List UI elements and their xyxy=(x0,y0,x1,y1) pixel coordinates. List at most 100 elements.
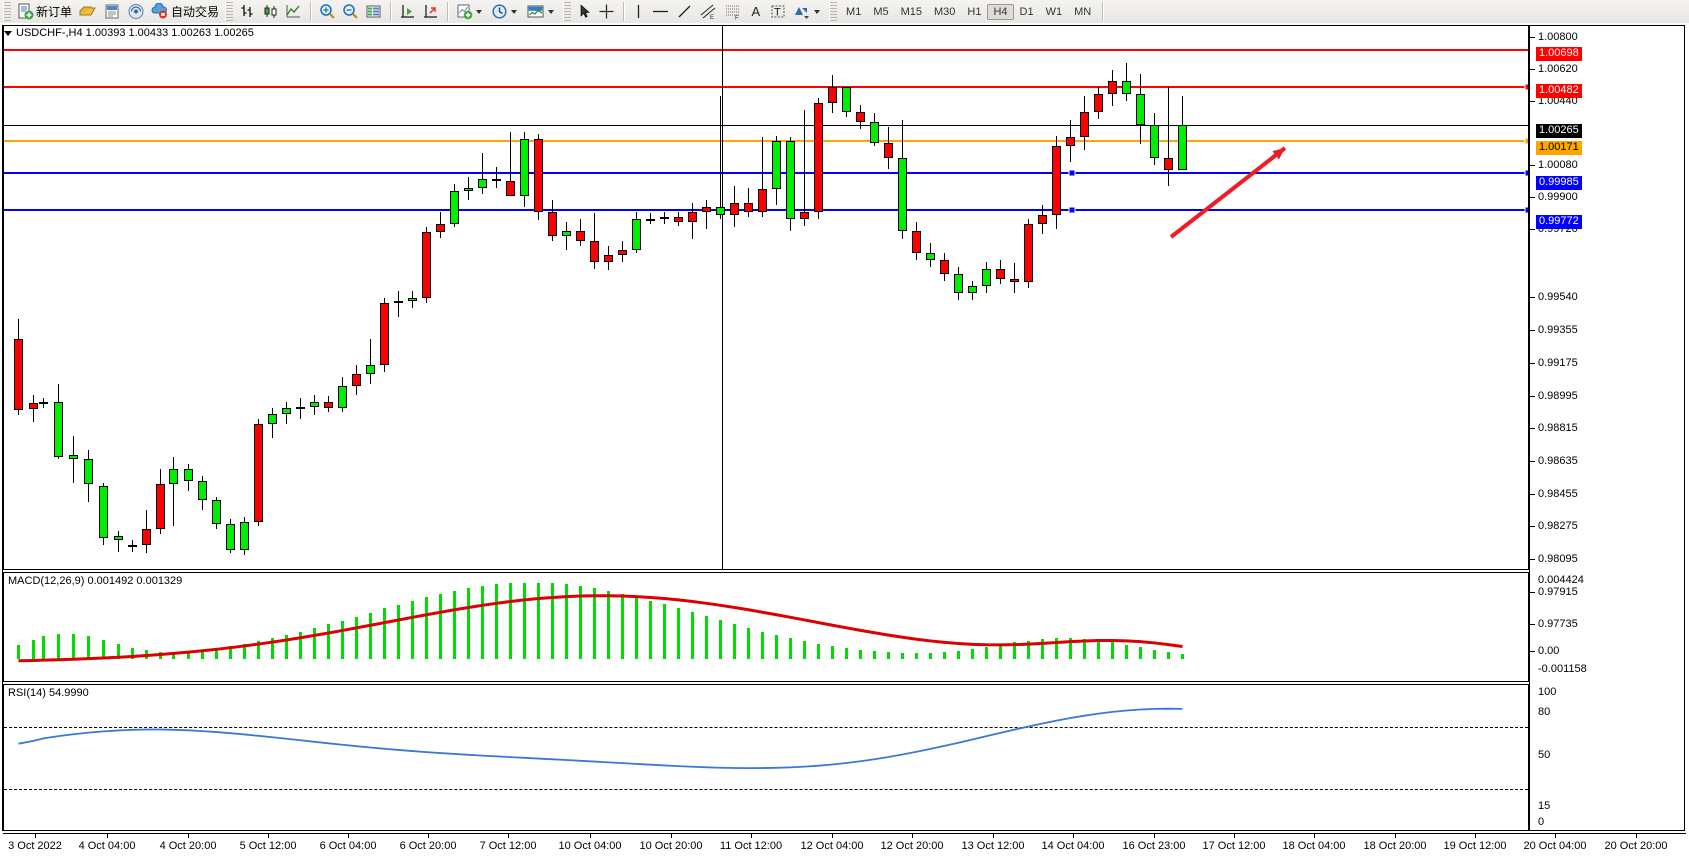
toolbar-grip-4[interactable] xyxy=(829,2,838,21)
periods-button[interactable] xyxy=(488,1,523,22)
horizontal-line-button[interactable] xyxy=(648,1,673,22)
candlestick[interactable] xyxy=(618,249,627,255)
timeframe-h4[interactable]: H4 xyxy=(987,3,1014,20)
candlestick[interactable] xyxy=(898,158,907,231)
candlestick[interactable] xyxy=(1010,279,1019,283)
candlestick[interactable] xyxy=(39,402,48,405)
candlestick[interactable] xyxy=(1080,111,1089,138)
zoom-in-button[interactable] xyxy=(316,1,339,22)
candlestick[interactable] xyxy=(394,301,403,304)
trendline-button[interactable] xyxy=(673,1,696,22)
level-anchor-support-2b[interactable] xyxy=(1068,206,1076,214)
candlestick[interactable] xyxy=(352,373,361,387)
level-anchor-support-1[interactable] xyxy=(1524,169,1528,177)
level-line-pivot[interactable] xyxy=(4,139,1528,142)
candlestick[interactable] xyxy=(338,386,347,409)
chart-shift-button[interactable] xyxy=(419,1,442,22)
candlestick[interactable] xyxy=(758,189,767,212)
candlestick[interactable] xyxy=(1052,146,1061,216)
timeframe-w1[interactable]: W1 xyxy=(1045,5,1063,18)
candlestick[interactable] xyxy=(240,522,249,550)
periods-dropdown-caret[interactable] xyxy=(511,9,518,14)
rsi-pane[interactable]: RSI(14) 54.9990 xyxy=(3,684,1529,831)
timeframe-h1[interactable]: H1 xyxy=(967,5,982,18)
bar-chart-button[interactable] xyxy=(236,1,259,22)
candlestick[interactable] xyxy=(590,241,599,262)
text-object-button[interactable]: T xyxy=(767,1,789,22)
zoom-out-button[interactable] xyxy=(339,1,362,22)
candlestick[interactable] xyxy=(310,401,319,407)
level-line-current-price[interactable] xyxy=(4,124,1528,126)
resistance-lower-badge[interactable]: 1.00482 xyxy=(1536,84,1582,98)
candlestick[interactable] xyxy=(478,178,487,188)
timeframe-m15[interactable]: M15 xyxy=(900,5,922,18)
candlestick[interactable] xyxy=(954,273,963,293)
line-chart-button[interactable] xyxy=(282,1,305,22)
candlestick[interactable] xyxy=(198,480,207,500)
candlestick[interactable] xyxy=(54,401,63,457)
candlestick[interactable] xyxy=(730,203,739,216)
candlestick[interactable] xyxy=(464,187,473,191)
candlestick[interactable] xyxy=(142,529,151,545)
candlestick[interactable] xyxy=(982,268,991,286)
candlestick[interactable] xyxy=(492,178,501,181)
chart-menu-triangle-icon[interactable] xyxy=(4,30,12,36)
candlestick[interactable] xyxy=(800,211,809,219)
level-line-resistance-2[interactable] xyxy=(4,86,1528,89)
vertical-line-button[interactable] xyxy=(629,1,648,22)
metaeditor-button[interactable] xyxy=(100,1,124,22)
candlestick[interactable] xyxy=(548,211,557,236)
data-window-button[interactable] xyxy=(362,1,385,22)
current-price-badge[interactable]: 1.00265 xyxy=(1536,124,1582,138)
candlestick[interactable] xyxy=(842,87,851,112)
candlestick[interactable] xyxy=(814,102,823,212)
channel-button[interactable]: E xyxy=(696,1,721,22)
candlestick[interactable] xyxy=(14,339,23,411)
candlestick[interactable] xyxy=(324,401,333,409)
price-pane[interactable] xyxy=(3,25,1529,570)
candlestick[interactable] xyxy=(884,142,893,159)
candlestick[interactable] xyxy=(450,191,459,224)
timeframe-mn[interactable]: MN xyxy=(1074,5,1092,18)
candlestick[interactable] xyxy=(1066,137,1075,147)
timeframe-m5[interactable]: M5 xyxy=(873,5,889,18)
candlestick[interactable] xyxy=(282,408,291,414)
candlestick-canvas[interactable] xyxy=(4,26,1528,569)
templates-dropdown-caret[interactable] xyxy=(548,9,555,14)
candlestick[interactable] xyxy=(436,223,445,233)
candlestick[interactable] xyxy=(1178,124,1187,171)
timeframe-m1[interactable]: M1 xyxy=(846,5,862,18)
level-anchor-support-2[interactable] xyxy=(1524,206,1528,214)
candlestick[interactable] xyxy=(674,216,683,223)
candlestick[interactable] xyxy=(632,218,641,250)
level-line-support-1[interactable] xyxy=(4,171,1528,174)
candlestick[interactable] xyxy=(534,139,543,212)
candlestick[interactable] xyxy=(520,139,529,197)
level-anchor-pivot[interactable] xyxy=(1524,137,1528,145)
candlestick[interactable] xyxy=(128,544,137,547)
candlestick[interactable] xyxy=(114,536,123,540)
candlestick[interactable] xyxy=(1122,80,1131,95)
crosshair-button[interactable] xyxy=(595,1,618,22)
pivot-badge[interactable]: 1.00171 xyxy=(1536,141,1582,155)
candlestick[interactable] xyxy=(772,140,781,190)
candlestick[interactable] xyxy=(1164,158,1173,171)
toolbar-grip-3[interactable] xyxy=(563,2,572,21)
market-button[interactable]: 自动交易 xyxy=(148,1,222,22)
candlestick[interactable] xyxy=(169,468,178,485)
timeframe-d1[interactable]: D1 xyxy=(1019,5,1034,18)
support-lower-badge[interactable]: 0.99772 xyxy=(1536,215,1582,229)
candlestick[interactable] xyxy=(29,403,38,410)
candlestick[interactable] xyxy=(646,218,655,221)
toolbar-grip[interactable] xyxy=(3,2,11,21)
signals-button[interactable] xyxy=(124,1,148,22)
candlestick[interactable] xyxy=(226,524,235,550)
candlestick[interactable] xyxy=(576,230,585,242)
arrows-button[interactable] xyxy=(789,1,826,22)
candlestick[interactable] xyxy=(926,253,935,261)
candlestick[interactable] xyxy=(744,203,753,212)
candlestick[interactable] xyxy=(1038,215,1047,224)
candlestick[interactable] xyxy=(156,484,165,530)
candlestick[interactable] xyxy=(828,87,837,103)
candlestick[interactable] xyxy=(968,285,977,293)
